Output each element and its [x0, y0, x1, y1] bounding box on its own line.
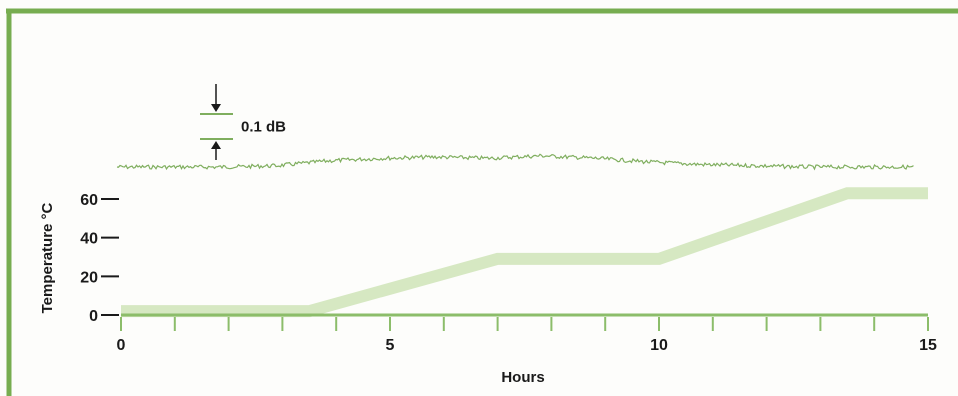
y-tick-label: 40 — [80, 231, 98, 248]
y-axis-label: Temperature °C — [39, 202, 56, 313]
y-tick-label: 0 — [89, 308, 98, 325]
scale-arrow-down-icon — [211, 104, 221, 112]
x-tick-label: 0 — [117, 337, 126, 354]
scale-label: 0.1 dB — [241, 119, 286, 136]
loss-trace — [116, 153, 914, 171]
scale-annotation: 0.1 dB — [200, 84, 286, 160]
x-tick-label: 10 — [650, 337, 668, 354]
x-tick-label: 15 — [919, 337, 937, 354]
scale-arrow-up-icon — [211, 141, 221, 149]
loss-trace-layer — [116, 153, 914, 171]
temperature-band-layer — [121, 187, 928, 318]
x-tick-label: 5 — [386, 337, 395, 354]
x-axis-label: Hours — [501, 369, 544, 386]
temperature-band — [121, 187, 928, 318]
y-tick-label: 20 — [80, 269, 98, 286]
axes-layer: 0 5 10 15 0 20 40 60 — [80, 192, 937, 354]
y-tick-label: 60 — [80, 192, 98, 209]
